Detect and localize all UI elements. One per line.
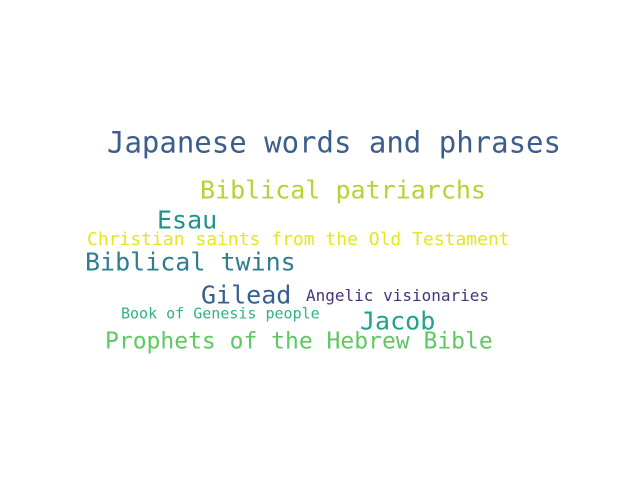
word-biblical-twins: Biblical twins	[85, 247, 296, 277]
word-angelic-visionaries: Angelic visionaries	[306, 286, 490, 305]
word-book-of-genesis-people: Book of Genesis people	[121, 304, 320, 323]
word-prophets-hebrew-bible: Prophets of the Hebrew Bible	[105, 328, 493, 355]
word-christian-saints: Christian saints from the Old Testament	[87, 229, 510, 250]
word-biblical-patriarchs: Biblical patriarchs	[200, 175, 486, 205]
word-gilead: Gilead	[201, 280, 292, 310]
word-esau: Esau	[157, 205, 218, 235]
word-jacob: Jacob	[360, 306, 436, 336]
word-japanese-words-and-phrases: Japanese words and phrases	[107, 125, 561, 160]
